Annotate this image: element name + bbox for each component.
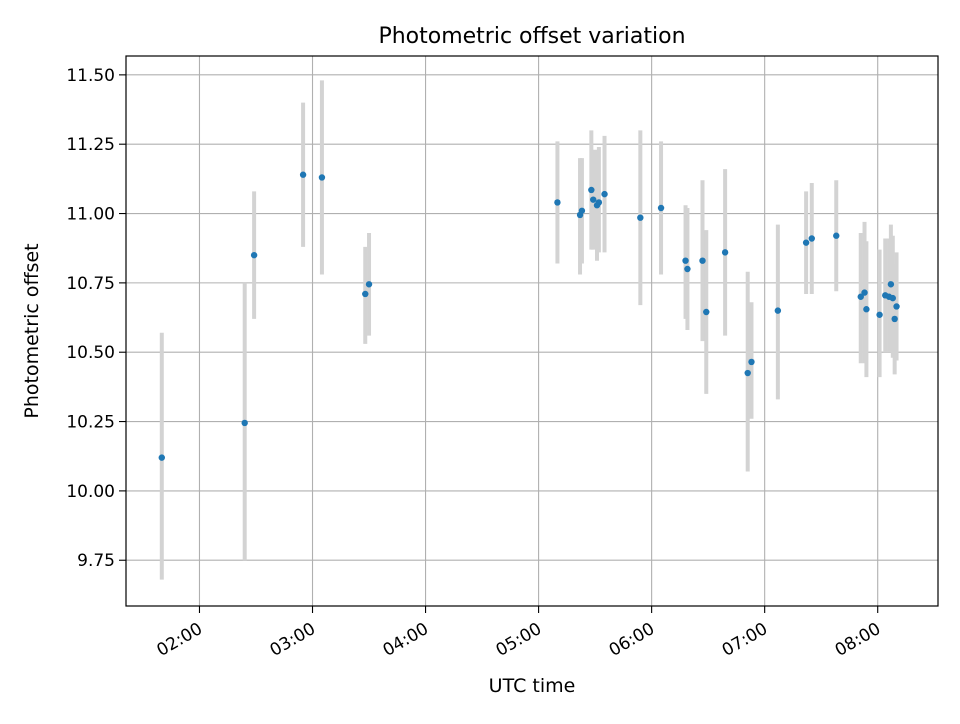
grid — [126, 56, 938, 606]
y-tick-label: 11.25 — [66, 135, 115, 155]
data-point — [365, 281, 373, 288]
data-point — [554, 199, 561, 206]
data-points — [158, 171, 900, 461]
data-point — [861, 289, 868, 296]
chart-title: Photometric offset variation — [378, 24, 685, 49]
y-tick-label: 10.00 — [66, 482, 115, 502]
data-point — [578, 207, 586, 214]
data-point — [684, 265, 691, 273]
data-point — [808, 235, 815, 242]
y-tick-label: 9.75 — [77, 551, 115, 571]
y-tick-label: 11.50 — [66, 66, 115, 86]
data-point — [362, 290, 369, 298]
data-point — [802, 239, 810, 246]
data-point — [318, 174, 326, 181]
y-tick-label: 11.00 — [66, 205, 115, 225]
data-point — [699, 257, 706, 264]
y-axis: 9.75 10.00 10.25 10.50 10.75 11.00 11.25 11.50 — [66, 66, 126, 571]
data-point — [863, 306, 870, 313]
data-point — [887, 281, 895, 288]
data-point — [876, 311, 883, 318]
data-point — [588, 186, 595, 194]
data-point — [241, 419, 248, 427]
data-point — [857, 293, 864, 300]
y-tick-label: 10.75 — [66, 274, 115, 294]
data-point — [682, 257, 689, 264]
data-point — [748, 358, 755, 366]
data-point — [601, 190, 608, 198]
data-point — [721, 249, 729, 256]
data-point — [637, 214, 644, 221]
data-point — [595, 199, 603, 206]
data-point — [889, 294, 896, 302]
x-axis-label: UTC time — [489, 675, 576, 697]
data-point — [703, 308, 710, 316]
data-point — [250, 251, 258, 259]
data-point — [774, 307, 782, 314]
plot-frame — [125, 55, 939, 607]
y-axis-label: Photometric offset — [21, 243, 43, 418]
y-tick-label: 10.25 — [66, 413, 115, 433]
data-point — [158, 454, 165, 461]
y-tick-label: 10.50 — [66, 343, 115, 363]
data-point — [590, 196, 597, 203]
data-point — [657, 204, 665, 212]
data-point — [744, 369, 751, 377]
data-point — [299, 171, 307, 178]
data-point — [891, 315, 898, 323]
data-point — [893, 303, 900, 310]
data-point — [833, 232, 840, 239]
